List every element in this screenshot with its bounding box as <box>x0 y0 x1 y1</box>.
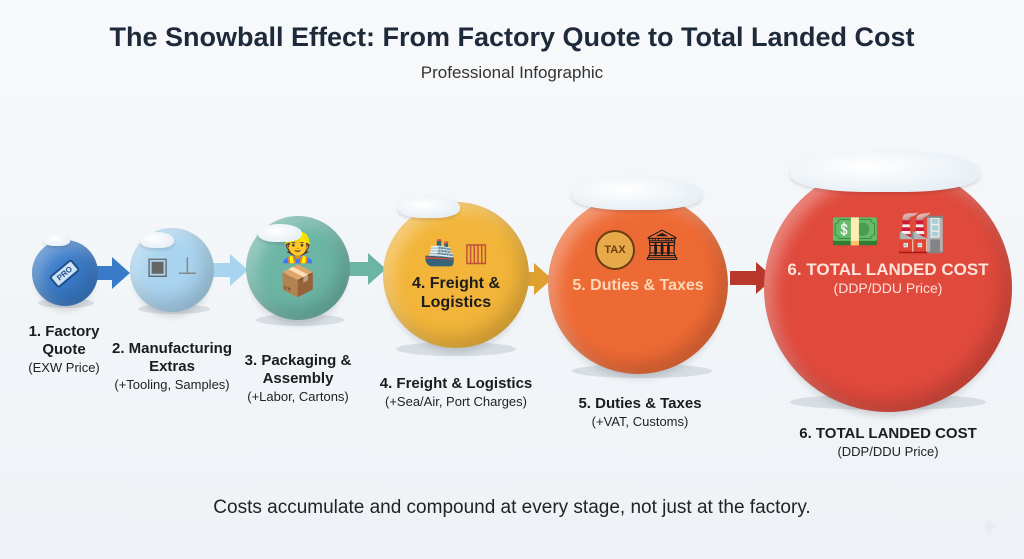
mold-icon: ▣ <box>146 253 169 280</box>
arrow-2-3 <box>212 254 248 286</box>
government-building-icon: 🏛 <box>642 229 682 262</box>
container-icon: ▥ <box>463 237 489 267</box>
box-icon: 📦 <box>279 265 317 298</box>
page-title: The Snowball Effect: From Factory Quote … <box>109 22 915 52</box>
page-subtitle: Professional Infographic <box>420 63 604 82</box>
stage-5-label: 5. Duties & Taxes (+VAT, Customs) <box>578 395 702 429</box>
footer-caption: Costs accumulate and compound at every s… <box>213 497 811 518</box>
sparkle-icon: ✦ <box>978 512 1000 542</box>
tooling-icon: ⊥ <box>176 253 198 280</box>
arrow-5-6 <box>730 262 774 294</box>
stage-3-label: 3. Packaging & Assembly (+Labor, Cartons… <box>244 352 352 404</box>
arrow-3-4 <box>348 253 386 285</box>
stage-4-ball: 🚢 ▥ 4. Freight & Logistics <box>383 202 529 348</box>
stage-1-ball: PRO <box>32 240 98 306</box>
stage-2-label: 2. Manufacturing Extras (+Tooling, Sampl… <box>111 340 232 392</box>
stage-6-ball: 💵 🏭 6. TOTAL LANDED COST (DDP/DDU Price) <box>764 164 1012 412</box>
tax-seal-icon: TAX <box>594 230 635 270</box>
stage-6-label: 6. TOTAL LANDED COST (DDP/DDU Price) <box>799 425 977 459</box>
stage-1-label: 1. Factory Quote (EXW Price) <box>28 323 100 375</box>
price-tag-icon: PRO <box>48 257 82 289</box>
stage-5-inner-title: 5. Duties & Taxes <box>572 277 704 294</box>
stage-5-ball: TAX 🏛 5. Duties & Taxes <box>548 194 728 374</box>
cash-stack-icon: 💵 <box>830 210 880 254</box>
stage-4-inner-title: 4. Freight & Logistics <box>411 275 500 311</box>
stage-6-inner-sub: (DDP/DDU Price) <box>833 280 943 296</box>
arrow-1-2 <box>96 257 130 289</box>
cargo-ship-icon: 🚢 <box>423 237 456 267</box>
warehouse-icon: 🏭 <box>896 210 946 254</box>
stage-6-inner-title: 6. TOTAL LANDED COST <box>787 260 989 279</box>
stage-4-label: 4. Freight & Logistics (+Sea/Air, Port C… <box>379 375 533 409</box>
